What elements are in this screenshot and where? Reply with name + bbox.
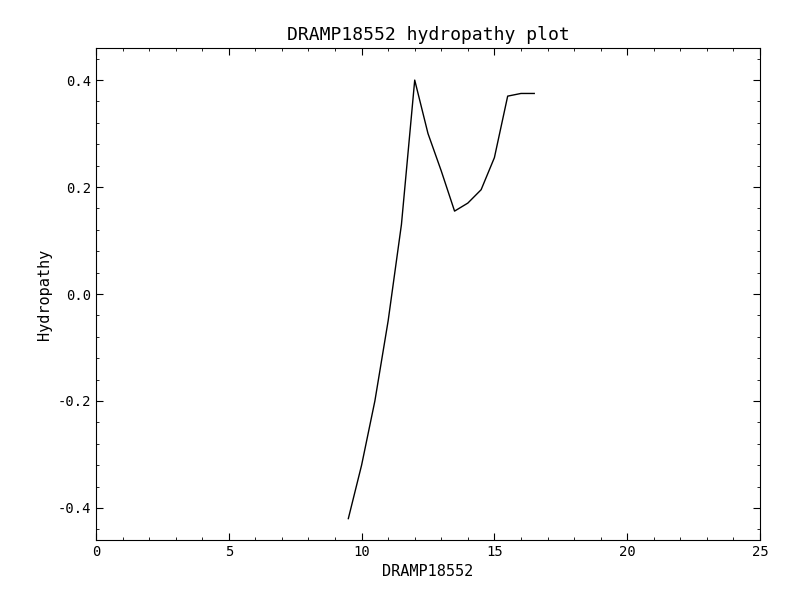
X-axis label: DRAMP18552: DRAMP18552 bbox=[382, 565, 474, 580]
Title: DRAMP18552 hydropathy plot: DRAMP18552 hydropathy plot bbox=[286, 26, 570, 44]
Y-axis label: Hydropathy: Hydropathy bbox=[37, 248, 52, 340]
